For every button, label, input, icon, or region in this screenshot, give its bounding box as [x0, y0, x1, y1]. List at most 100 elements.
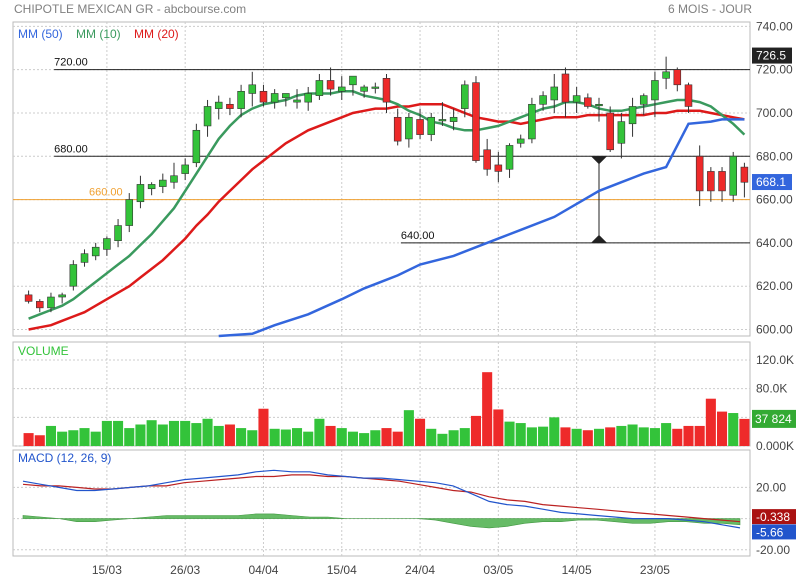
x-tick-label: 14/05 [562, 563, 592, 577]
x-tick-label: 15/03 [92, 563, 122, 577]
y-tick-label: 660.00 [756, 193, 793, 207]
x-tick-label: 04/04 [248, 563, 278, 577]
candle [125, 199, 134, 226]
volume-bar [347, 431, 358, 446]
last-price-tag [752, 47, 792, 64]
candle [170, 175, 178, 183]
volume-bar [269, 428, 280, 446]
candle [147, 184, 156, 190]
volume-bar [482, 372, 493, 446]
reference-line-label: 640.00 [401, 230, 435, 242]
volume-bar [661, 423, 672, 446]
candle [36, 301, 44, 309]
arrow-head-bottom [591, 234, 608, 243]
candle [103, 238, 111, 250]
volume-bar [694, 425, 705, 446]
last-volume-value: 37 824 [755, 412, 792, 426]
candle [472, 82, 480, 161]
candle [47, 296, 55, 309]
volume-bar [437, 433, 448, 446]
candle [159, 179, 167, 187]
volume-bar [236, 428, 247, 446]
volume-bar [45, 425, 56, 446]
volume-bar [470, 415, 482, 446]
volume-bar [213, 425, 224, 446]
volume-bar [616, 425, 627, 446]
y-tick-label: 680.00 [756, 149, 793, 163]
y-tick-label: 600.00 [756, 323, 793, 337]
candle [584, 97, 592, 107]
candle [606, 112, 614, 151]
candle [393, 116, 402, 142]
candle [326, 80, 335, 90]
macd-value-tag [752, 524, 796, 540]
volume-bar [258, 408, 269, 446]
volume-bar [582, 430, 593, 446]
candle [192, 129, 201, 164]
signal-value: -0.338 [756, 510, 790, 524]
volume-bar [370, 430, 381, 446]
volume-bar [717, 411, 728, 446]
candle [349, 75, 357, 86]
volume-bar [526, 427, 537, 446]
candle [270, 93, 279, 103]
volume-tick-label: 80.0K [756, 382, 787, 396]
volume-bar [68, 430, 79, 446]
reference-line-label: 720.00 [54, 57, 88, 69]
candle [449, 116, 458, 122]
candle [528, 103, 536, 140]
candle [304, 93, 312, 103]
macd-tick-label: 20.00 [756, 480, 786, 494]
candle [561, 73, 570, 103]
y-tick-label: 640.00 [756, 236, 793, 250]
candle [136, 184, 145, 203]
volume-bar [101, 420, 112, 446]
volume-bar [649, 428, 660, 446]
volume-bar [403, 410, 414, 446]
candle [248, 84, 257, 94]
candle [740, 166, 749, 183]
volume-bar [638, 427, 649, 446]
instrument-title: CHIPOTLE MEXICAN GR - abcbourse.com [14, 2, 247, 16]
candle [483, 149, 491, 170]
ma20-line [28, 103, 745, 331]
candle [371, 86, 380, 89]
volume-bar [538, 426, 549, 446]
candle [226, 103, 234, 109]
volume-bar [124, 428, 135, 446]
volume-bar [627, 424, 638, 446]
candle [695, 155, 704, 192]
volume-bar [113, 420, 124, 446]
candle [282, 93, 290, 99]
volume-bar [605, 427, 616, 446]
y-tick-label: 720.00 [756, 63, 793, 77]
volume-bar [291, 428, 303, 446]
candle [718, 171, 726, 192]
candle [405, 116, 413, 140]
volume-bar [549, 417, 560, 446]
candle [80, 253, 89, 263]
candle [181, 164, 189, 174]
candle [539, 95, 547, 105]
volume-bar [705, 398, 716, 446]
volume-bar [359, 433, 370, 446]
candle [24, 294, 33, 302]
x-tick-label: 23/05 [640, 563, 670, 577]
last-close-tag [752, 174, 792, 191]
arrow-head-top [591, 156, 608, 165]
volume-bar [168, 420, 180, 446]
candle [505, 145, 514, 170]
candle [315, 80, 324, 96]
volume-bar [515, 423, 526, 446]
x-tick-label: 15/04 [327, 563, 357, 577]
volume-bar [683, 425, 694, 446]
volume-bar [336, 428, 347, 446]
candle [572, 95, 581, 103]
macd-line [22, 469, 741, 529]
candle [628, 106, 637, 125]
volume-bar [191, 423, 202, 446]
volume-bar [325, 425, 336, 446]
volume-bar [459, 428, 470, 446]
volume-bar [79, 428, 90, 446]
macd-panel [12, 449, 751, 557]
